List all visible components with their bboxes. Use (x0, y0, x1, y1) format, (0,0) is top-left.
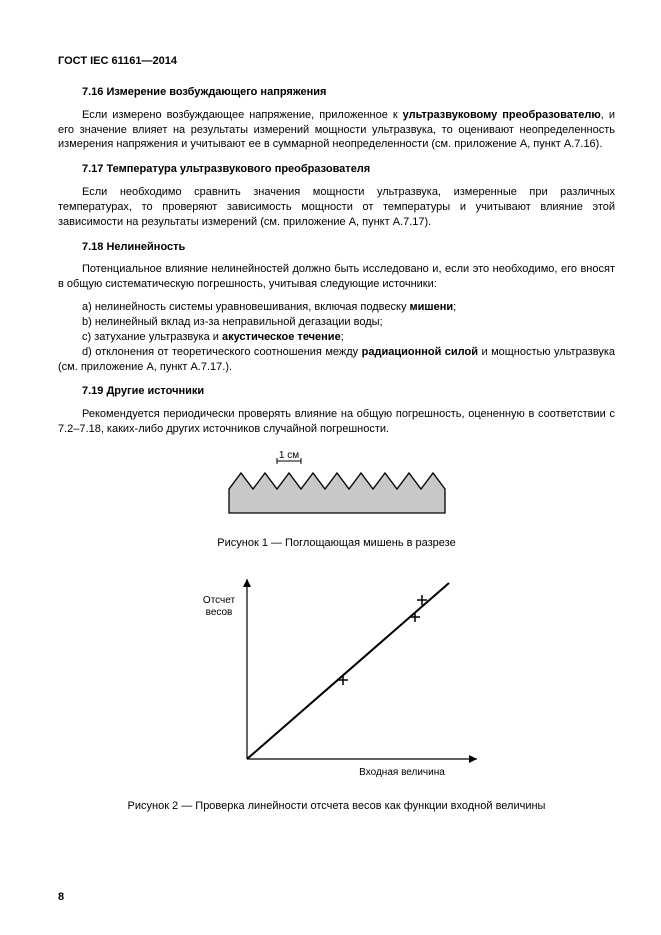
figure-2-caption: Рисунок 2 — Проверка линейности отсчета … (58, 799, 615, 814)
figure-1-caption: Рисунок 1 — Поглощающая мишень в разрезе (58, 536, 615, 551)
term-bold: акустическое течение (222, 331, 341, 343)
text: ; (453, 301, 456, 313)
section-7-18-item-c: c) затухание ультразвука и акустическое … (58, 330, 615, 345)
section-7-18-item-b: b) нелинейный вклад из-за неправильной д… (58, 315, 615, 330)
text: ; (341, 331, 344, 343)
section-7-18-title: 7.18 Нелинейность (82, 240, 615, 255)
section-7-16-title: 7.16 Измерение возбуждающего напряжения (82, 85, 615, 100)
section-7-17-title: 7.17 Температура ультразвукового преобра… (82, 162, 615, 177)
text: a) нелинейность системы уравновешивания,… (82, 301, 410, 313)
term-bold: радиационной силой (362, 346, 478, 358)
svg-text:весов: весов (205, 607, 232, 618)
section-7-19-p1: Рекомендуется периодически проверять вли… (58, 407, 615, 437)
text: d) отклонения от теоретического соотноше… (82, 346, 362, 358)
section-7-18-p1: Потенциальное влияние нелинейностей долж… (58, 262, 615, 292)
section-7-19-title: 7.19 Другие источники (82, 384, 615, 399)
figure-2-chart: Отсчетвесов Входная величина (187, 569, 487, 779)
svg-text:Отсчет: Отсчет (202, 595, 235, 606)
term-bold: ультразвуковому преобразователю (403, 109, 601, 121)
page-number: 8 (58, 890, 64, 905)
section-7-16-p1: Если измерено возбуждающее напряжение, п… (58, 108, 615, 153)
section-7-18-item-a: a) нелинейность системы уравновешивания,… (58, 300, 615, 315)
term-bold: мишени (410, 301, 454, 313)
text: c) затухание ультразвука и (82, 331, 222, 343)
svg-text:Входная величина: Входная величина (359, 767, 445, 778)
figure-2-block: Отсчетвесов Входная величина (58, 569, 615, 784)
document-header: ГОСТ IEC 61161—2014 (58, 54, 615, 69)
svg-text:1 см: 1 см (278, 451, 298, 461)
figure-1-diagram: 1 см (227, 451, 447, 515)
section-7-17-p1: Если необходимо сравнить значения мощнос… (58, 185, 615, 230)
section-7-18-item-d: d) отклонения от теоретического соотноше… (58, 345, 615, 375)
text: Если измерено возбуждающее напряжение, п… (82, 109, 403, 121)
figure-1-block: 1 см (58, 451, 615, 520)
